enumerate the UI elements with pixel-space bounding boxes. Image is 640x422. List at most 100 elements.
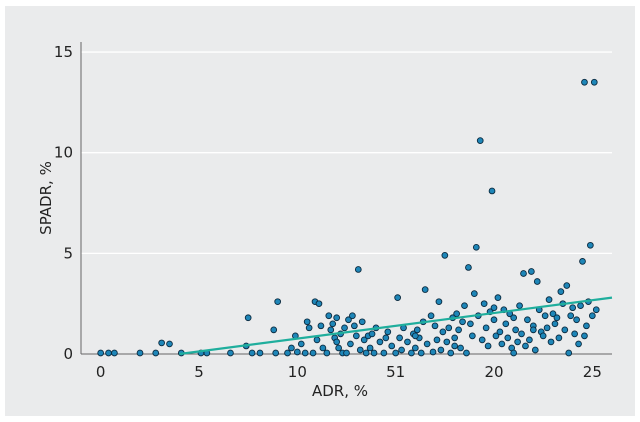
data-point: [502, 320, 510, 328]
data-point: [341, 324, 348, 332]
data-point: [248, 349, 256, 357]
data-point: [305, 324, 313, 332]
data-point: [349, 312, 356, 320]
data-point: [467, 320, 474, 328]
data-point: [356, 346, 364, 354]
data-point: [441, 252, 449, 259]
data-point: [384, 328, 392, 336]
data-point: [398, 346, 405, 354]
data-point: [431, 322, 439, 330]
data-point: [335, 344, 342, 352]
data-point: [482, 324, 490, 332]
x-tick-label: 5: [194, 363, 204, 381]
data-point: [303, 318, 311, 326]
x-tick-label: 51: [386, 363, 405, 381]
data-points: [97, 78, 600, 357]
data-point: [362, 349, 370, 357]
x-tick-label: 20: [484, 363, 503, 381]
data-point: [433, 336, 441, 344]
data-point: [496, 328, 504, 336]
data-point: [376, 338, 384, 346]
data-point: [592, 306, 600, 314]
data-point: [333, 338, 341, 346]
data-point: [111, 349, 118, 357]
data-point: [345, 316, 352, 324]
data-point: [565, 349, 573, 357]
data-point: [533, 278, 541, 285]
data-point: [136, 349, 144, 357]
data-point: [490, 304, 498, 312]
x-tick-label: 10: [288, 363, 307, 381]
data-point: [97, 349, 105, 357]
data-point: [270, 326, 278, 334]
data-point: [541, 312, 549, 320]
data-point: [158, 339, 165, 347]
x-axis-label: ADR, %: [312, 382, 368, 400]
data-point: [459, 318, 466, 326]
data-point: [577, 302, 584, 310]
data-point: [581, 332, 588, 340]
data-point: [451, 334, 459, 342]
data-point: [470, 290, 478, 297]
data-point: [437, 346, 445, 354]
data-point: [484, 342, 492, 350]
data-point: [455, 326, 462, 334]
data-point: [590, 78, 598, 86]
data-point: [524, 316, 531, 324]
data-point: [531, 346, 539, 354]
data-point: [447, 349, 455, 357]
data-point: [343, 349, 350, 357]
data-point: [274, 298, 282, 306]
data-point: [366, 344, 374, 352]
data-point: [413, 326, 421, 334]
data-point: [152, 349, 160, 357]
data-point: [351, 322, 358, 330]
data-point: [327, 326, 335, 334]
data-point: [492, 332, 500, 340]
data-point: [520, 270, 527, 277]
data-point: [352, 332, 360, 340]
data-point: [555, 334, 563, 342]
data-point: [504, 334, 512, 342]
data-point: [579, 258, 586, 265]
y-tick-label: 15: [54, 43, 73, 61]
data-point: [411, 344, 419, 352]
data-point: [358, 318, 366, 326]
data-point: [498, 340, 506, 348]
data-point: [333, 314, 341, 322]
data-point: [457, 344, 464, 352]
data-point: [588, 312, 596, 320]
data-point: [370, 349, 378, 357]
data-point: [227, 349, 234, 357]
data-point: [288, 344, 295, 352]
data-point: [512, 326, 519, 334]
x-tick-label: 25: [583, 363, 602, 381]
data-point: [553, 314, 561, 322]
data-point: [571, 330, 578, 338]
data-point: [329, 320, 337, 328]
data-point: [557, 288, 565, 295]
data-point: [567, 312, 575, 320]
data-point: [463, 349, 470, 357]
data-point: [587, 241, 594, 249]
data-point: [105, 349, 112, 357]
data-point: [392, 349, 400, 357]
data-point: [423, 340, 431, 348]
data-point: [435, 298, 443, 306]
data-point: [439, 328, 447, 336]
data-point: [297, 340, 305, 348]
data-point: [445, 324, 453, 332]
data-point: [301, 349, 309, 357]
data-point: [360, 336, 368, 344]
data-point: [309, 349, 317, 357]
data-point: [522, 342, 529, 350]
data-point: [293, 348, 301, 356]
data-point: [417, 349, 425, 357]
data-point: [510, 349, 518, 357]
data-point: [528, 268, 535, 275]
data-point: [490, 316, 498, 324]
data-point: [411, 332, 419, 340]
data-point: [563, 282, 571, 289]
data-point: [465, 264, 472, 271]
